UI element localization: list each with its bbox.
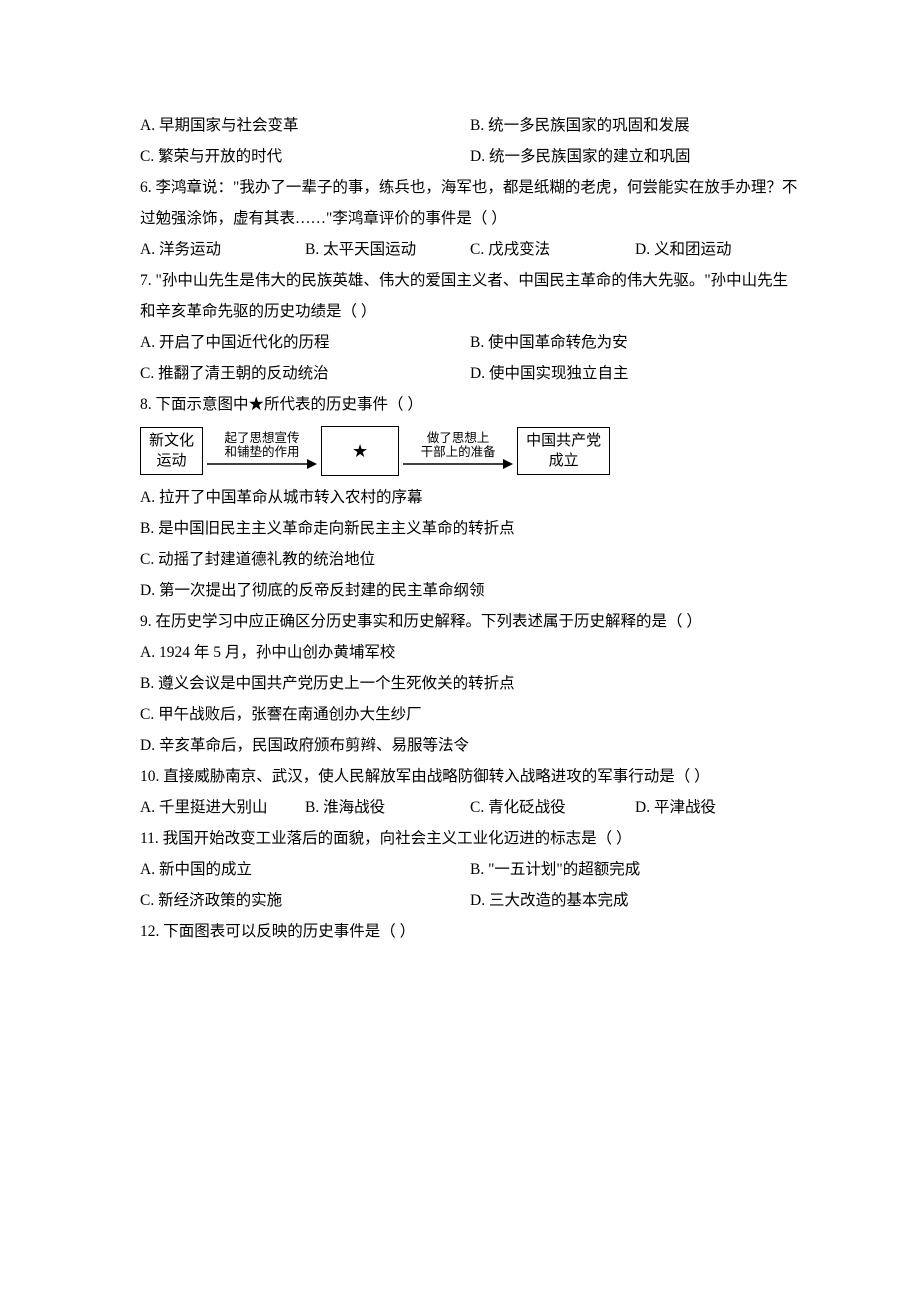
q5-option-d: D. 统一多民族国家的建立和巩固: [470, 141, 800, 172]
q8-arrow-1-label: 起了思想宣传 和铺垫的作用: [225, 431, 300, 460]
arrow-right-icon: [207, 457, 317, 471]
q5-option-a: A. 早期国家与社会变革: [140, 110, 470, 141]
q6-stem: 6. 李鸿章说："我办了一辈子的事，练兵也，海军也，都是纸糊的老虎，何尝能实在放…: [140, 172, 800, 234]
q7-stem: 7. "孙中山先生是伟大的民族英雄、伟大的爱国主义者、中国民主革命的伟大先驱。"…: [140, 265, 800, 327]
q11-options: A. 新中国的成立 B. "一五计划"的超额完成 C. 新经济政策的实施 D. …: [140, 854, 800, 916]
q8-arrow-1: 起了思想宣传 和铺垫的作用: [207, 431, 317, 472]
q6-option-d: D. 义和团运动: [635, 234, 800, 265]
q10-option-a: A. 千里挺进大别山: [140, 792, 305, 823]
q7-option-b: B. 使中国革命转危为安: [470, 327, 800, 358]
q7-option-a: A. 开启了中国近代化的历程: [140, 327, 470, 358]
q8-box-left: 新文化 运动: [140, 427, 203, 476]
q9-option-d: D. 辛亥革命后，民国政府颁布剪辫、易服等法令: [140, 730, 800, 761]
q9-option-c: C. 甲午战败后，张謇在南通创办大生纱厂: [140, 699, 800, 730]
q11-option-a: A. 新中国的成立: [140, 854, 470, 885]
q9-option-b: B. 遵义会议是中国共产党历史上一个生死攸关的转折点: [140, 668, 800, 699]
q5-options: A. 早期国家与社会变革 B. 统一多民族国家的巩固和发展 C. 繁荣与开放的时…: [140, 110, 800, 172]
q9-option-a: A. 1924 年 5 月，孙中山创办黄埔军校: [140, 637, 800, 668]
q9-stem: 9. 在历史学习中应正确区分历史事实和历史解释。下列表述属于历史解释的是（ ）: [140, 606, 800, 637]
q5-option-b: B. 统一多民族国家的巩固和发展: [470, 110, 800, 141]
q11-option-b: B. "一五计划"的超额完成: [470, 854, 800, 885]
q7-option-c: C. 推翻了清王朝的反动统治: [140, 358, 470, 389]
q10-options: A. 千里挺进大别山 B. 淮海战役 C. 青化砭战役 D. 平津战役: [140, 792, 800, 823]
q10-stem: 10. 直接威胁南京、武汉，使人民解放军由战略防御转入战略进攻的军事行动是（ ）: [140, 761, 800, 792]
q8-option-c: C. 动摇了封建道德礼教的统治地位: [140, 544, 800, 575]
q8-option-d: D. 第一次提出了彻底的反帝反封建的民主革命纲领: [140, 575, 800, 606]
q10-option-b: B. 淮海战役: [305, 792, 470, 823]
q5-option-c: C. 繁荣与开放的时代: [140, 141, 470, 172]
q8-option-b: B. 是中国旧民主主义革命走向新民主主义革命的转折点: [140, 513, 800, 544]
arrow-right-icon: [403, 457, 513, 471]
q11-stem: 11. 我国开始改变工业落后的面貌，向社会主义工业化迈进的标志是（ ）: [140, 823, 800, 854]
q7-options: A. 开启了中国近代化的历程 B. 使中国革命转危为安 C. 推翻了清王朝的反动…: [140, 327, 800, 389]
q11-option-d: D. 三大改造的基本完成: [470, 885, 800, 916]
q8-arrow-2: 做了思想上 干部上的准备: [403, 431, 513, 472]
q8-box-right: 中国共产党 成立: [517, 427, 610, 476]
q8-arrow-2-label: 做了思想上 干部上的准备: [421, 431, 496, 460]
q8-stem: 8. 下面示意图中★所代表的历史事件（ ）: [140, 389, 800, 420]
q10-option-c: C. 青化砭战役: [470, 792, 635, 823]
q8-diagram: 新文化 运动 起了思想宣传 和铺垫的作用 ★ 做了思想上 干部上的准备 中国共产…: [140, 426, 800, 476]
q8-star-box: ★: [321, 426, 399, 476]
q11-option-c: C. 新经济政策的实施: [140, 885, 470, 916]
q12-stem: 12. 下面图表可以反映的历史事件是（ ）: [140, 916, 800, 947]
q6-option-c: C. 戊戌变法: [470, 234, 635, 265]
q7-option-d: D. 使中国实现独立自主: [470, 358, 800, 389]
q6-option-b: B. 太平天国运动: [305, 234, 470, 265]
q8-option-a: A. 拉开了中国革命从城市转入农村的序幕: [140, 482, 800, 513]
q6-options: A. 洋务运动 B. 太平天国运动 C. 戊戌变法 D. 义和团运动: [140, 234, 800, 265]
q6-option-a: A. 洋务运动: [140, 234, 305, 265]
q10-option-d: D. 平津战役: [635, 792, 800, 823]
